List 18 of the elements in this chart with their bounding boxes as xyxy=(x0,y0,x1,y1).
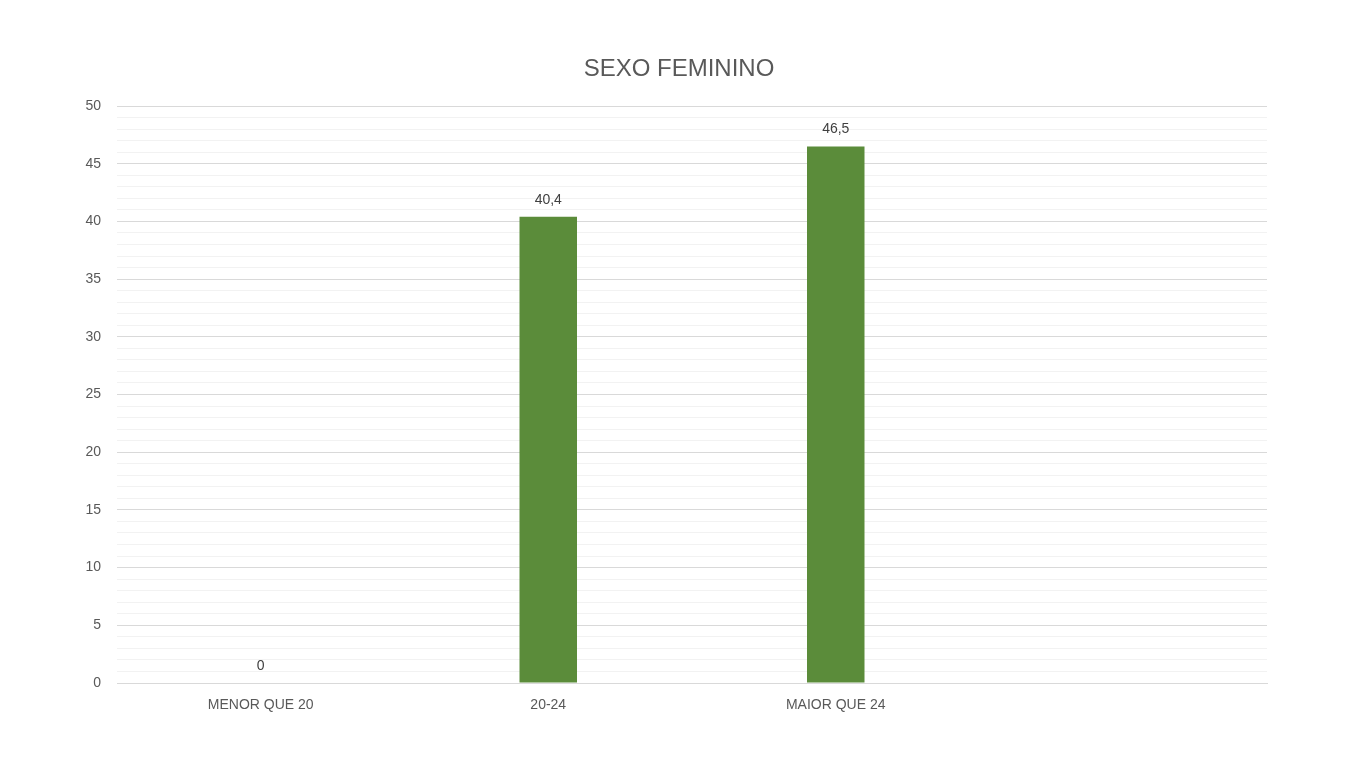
data-label: 0 xyxy=(256,656,265,673)
x-tick-label: MAIOR QUE 24 xyxy=(785,696,886,713)
y-tick-label: 40 xyxy=(85,212,102,229)
y-tick-label: 25 xyxy=(85,385,102,402)
y-tick-label: 5 xyxy=(93,616,102,633)
y-tick-label: 0 xyxy=(93,673,102,690)
y-tick-label: 45 xyxy=(85,154,102,171)
y-tick-label: 20 xyxy=(85,443,102,460)
data-label: 40,4 xyxy=(534,190,563,207)
chart-title: SEXO FEMININO xyxy=(583,53,775,81)
y-tick-label: 30 xyxy=(85,327,102,344)
y-tick-label: 10 xyxy=(85,558,102,575)
x-tick-label: 20-24 xyxy=(530,696,567,713)
y-tick-label: 35 xyxy=(85,269,102,286)
x-tick-label: MENOR QUE 20 xyxy=(207,696,314,713)
y-tick-label: 50 xyxy=(85,96,102,113)
y-tick-label: 15 xyxy=(85,500,102,517)
data-label: 46,5 xyxy=(822,120,850,137)
